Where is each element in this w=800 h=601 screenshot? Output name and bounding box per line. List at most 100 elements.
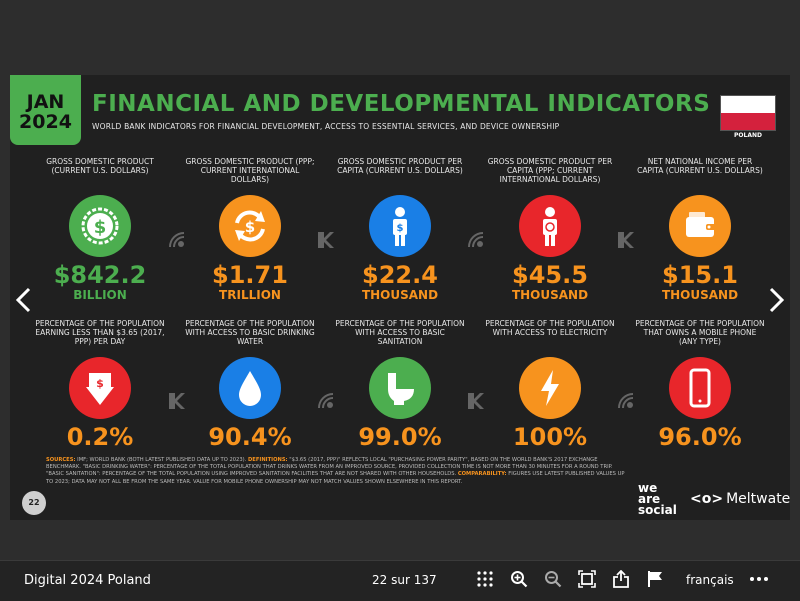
meltwater-logo: <o> Meltwater (690, 491, 790, 507)
slide-page-number: 22 (22, 491, 46, 515)
indicator-electricity: PERCENTAGE OF THE POPULATION WITH ACCESS… (485, 319, 615, 450)
water-drop-icon (219, 357, 281, 419)
previous-slide-button[interactable] (12, 285, 36, 315)
indicator-value: $22.4 (362, 261, 438, 289)
share-button[interactable] (610, 569, 632, 592)
footnote-sources-label: SOURCES: (46, 457, 76, 463)
indicator-label: GROSS DOMESTIC PRODUCT (PPP; CURRENT INT… (185, 157, 315, 184)
indicator-mobile-phone: PERCENTAGE OF THE POPULATION THAT OWNS A… (635, 319, 765, 450)
indicator-value: 0.2% (66, 423, 134, 451)
we-are-social-logo: we are social (638, 481, 677, 517)
slide-title: FINANCIAL AND DEVELOPMENTAL INDICATORS (92, 91, 711, 117)
indicator-net-income: NET NATIONAL INCOME PER CAPITA (CURRENT … (635, 157, 765, 302)
footnote-definitions: "$3.65 (2017, PPP)" REFLECTS LOCAL "PURC… (46, 457, 613, 478)
kepios-icon (616, 230, 636, 250)
indicator-label: NET NATIONAL INCOME PER CAPITA (CURRENT … (637, 157, 763, 175)
document-title: Digital 2024 Poland (24, 573, 151, 588)
footnote: SOURCES: IMF; WORLD BANK (BOTH LATEST PU… (46, 457, 626, 486)
poland-flag-icon (720, 95, 776, 131)
indicator-unit: BILLION (73, 288, 127, 302)
indicator-label: PERCENTAGE OF THE POPULATION WITH ACCESS… (335, 319, 465, 346)
fit-screen-icon (578, 570, 596, 588)
currency-exchange-icon: $ (219, 195, 281, 257)
indicator-gdp-ppp: GROSS DOMESTIC PRODUCT (PPP; CURRENT INT… (185, 157, 315, 302)
kepios-icon (316, 230, 336, 250)
zoom-out-icon (545, 571, 562, 588)
indicator-drinking-water: PERCENTAGE OF THE POPULATION WITH ACCESS… (185, 319, 315, 450)
datareportal-icon (616, 391, 636, 411)
chevron-right-icon (769, 287, 785, 313)
page-indicator[interactable]: 22 sur 137 (372, 573, 437, 587)
toilet-icon (369, 357, 431, 419)
indicator-gdp-per-capita-ppp: GROSS DOMESTIC PRODUCT PER CAPITA (PPP; … (485, 157, 615, 302)
fit-page-button[interactable] (576, 570, 598, 592)
viewer-toolbar: Digital 2024 Poland 22 sur 137 français (0, 560, 800, 601)
grid-view-button[interactable] (474, 570, 496, 592)
zoom-out-button[interactable] (542, 570, 564, 592)
report-button[interactable] (644, 570, 666, 592)
more-icon (750, 577, 768, 581)
flag-label: POLAND (734, 132, 762, 139)
money-down-icon: $ (69, 357, 131, 419)
indicator-value: $1.71 (212, 261, 288, 289)
indicator-value: $15.1 (662, 261, 738, 289)
indicator-label: GROSS DOMESTIC PRODUCT PER CAPITA (PPP; … (487, 157, 613, 184)
date-month: JAN (26, 91, 65, 113)
indicator-value: 96.0% (658, 423, 742, 451)
indicator-value: $45.5 (512, 261, 588, 289)
lightning-icon (519, 357, 581, 419)
kepios-icon (466, 391, 486, 411)
person-dollar-icon: $ (369, 195, 431, 257)
svg-text:$: $ (397, 223, 404, 234)
chevron-left-icon (15, 287, 31, 313)
date-tab: JAN 2024 (10, 75, 81, 145)
document-viewer: JAN 2024 FINANCIAL AND DEVELOPMENTAL IND… (10, 75, 790, 520)
indicator-unit: THOUSAND (361, 288, 439, 302)
indicator-unit: TRILLION (219, 288, 281, 302)
indicator-label: GROSS DOMESTIC PRODUCT (CURRENT U.S. DOL… (46, 157, 154, 175)
next-slide-button[interactable] (764, 285, 788, 315)
indicator-value: $842.2 (53, 261, 147, 289)
more-options-button[interactable] (748, 570, 770, 592)
grid-icon (477, 571, 493, 587)
wallet-icon (669, 195, 731, 257)
footnote-sources: IMF; WORLD BANK (BOTH LATEST PUBLISHED D… (77, 457, 247, 463)
brand-we: we (638, 481, 658, 495)
indicator-poverty: PERCENTAGE OF THE POPULATION EARNING LES… (35, 319, 165, 450)
svg-text:$: $ (94, 217, 107, 238)
zoom-in-icon (511, 571, 528, 588)
language-selector[interactable]: français (686, 573, 734, 587)
kepios-icon (167, 391, 187, 411)
share-icon (613, 569, 629, 588)
brand-social: social (638, 503, 677, 517)
svg-text:$: $ (245, 218, 255, 236)
indicator-label: PERCENTAGE OF THE POPULATION THAT OWNS A… (635, 319, 765, 346)
indicator-value: 99.0% (358, 423, 442, 451)
brand-meltwater: Meltwater (726, 491, 790, 507)
dollar-coin-icon: $ (69, 195, 131, 257)
zoom-in-button[interactable] (508, 570, 530, 592)
date-year: 2024 (19, 111, 72, 133)
footnote-comparability: FIGURES USE LATEST PUBLISHED VALUES UP T… (46, 471, 625, 485)
indicator-unit: THOUSAND (511, 288, 589, 302)
brand-are: are (638, 492, 661, 506)
indicator-label: PERCENTAGE OF THE POPULATION WITH ACCESS… (185, 319, 315, 346)
indicator-value: 90.4% (208, 423, 292, 451)
mobile-phone-icon (669, 357, 731, 419)
datareportal-icon (466, 230, 486, 250)
flag-icon (648, 571, 662, 587)
indicator-label: PERCENTAGE OF THE POPULATION WITH ACCESS… (485, 319, 615, 337)
footnote-definitions-label: DEFINITIONS: (248, 457, 288, 463)
indicator-gdp: GROSS DOMESTIC PRODUCT (CURRENT U.S. DOL… (35, 157, 165, 302)
datareportal-icon (316, 391, 336, 411)
indicator-unit: THOUSAND (661, 288, 739, 302)
datareportal-icon (167, 230, 187, 250)
slide: JAN 2024 FINANCIAL AND DEVELOPMENTAL IND… (10, 75, 790, 520)
indicator-label: GROSS DOMESTIC PRODUCT PER CAPITA (CURRE… (337, 157, 463, 175)
indicator-sanitation: PERCENTAGE OF THE POPULATION WITH ACCESS… (335, 319, 465, 450)
svg-text:$: $ (96, 377, 104, 390)
footnote-comparability-label: COMPARABILITY: (457, 471, 507, 478)
indicator-label: PERCENTAGE OF THE POPULATION EARNING LES… (35, 319, 165, 346)
indicator-gdp-per-capita: GROSS DOMESTIC PRODUCT PER CAPITA (CURRE… (335, 157, 465, 302)
indicator-value: 100% (512, 423, 588, 451)
